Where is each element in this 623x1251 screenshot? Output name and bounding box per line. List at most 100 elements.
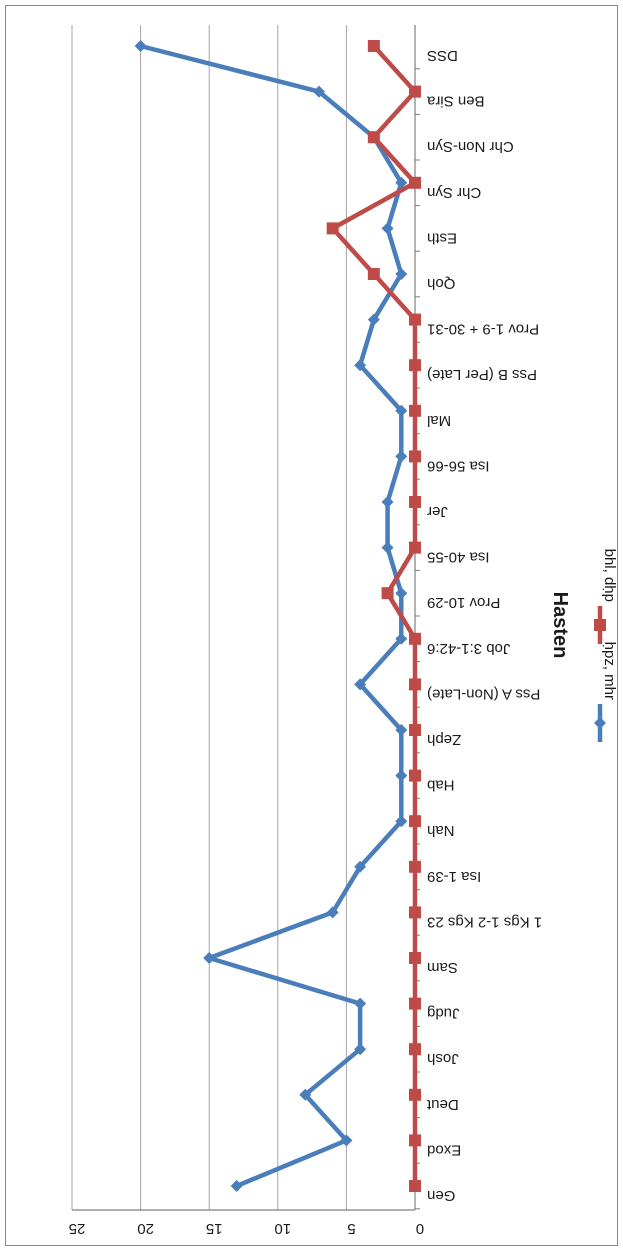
data-point	[409, 1180, 421, 1192]
data-point	[367, 131, 380, 144]
category-label: Zeph	[427, 731, 461, 748]
category-label: Exod	[427, 1141, 461, 1158]
data-point	[409, 359, 421, 372]
series-1	[134, 40, 408, 1192]
data-point	[395, 268, 408, 280]
data-point	[134, 40, 147, 52]
labels: 0 5 10 15 20 25 Gen Exod Deut Josh Judg Sam 1 Kgs 1-…	[69, 47, 542, 1237]
data-point	[395, 176, 408, 189]
y-tick-label: 5	[347, 1220, 355, 1237]
category-label: Gen	[427, 1187, 455, 1204]
category-label: Pss A (Non-Late)	[427, 685, 540, 702]
category-label: DSS	[427, 47, 458, 64]
y-tick-label: 0	[416, 1220, 424, 1237]
data-point	[381, 587, 394, 600]
category-label: 1 Kgs 1-2 Kgs 23	[427, 913, 542, 930]
data-point	[409, 997, 421, 1010]
data-point	[354, 860, 367, 873]
data-point	[381, 496, 394, 508]
chart-frame	[5, 5, 618, 1246]
data-point	[381, 222, 394, 235]
data-point	[230, 1180, 243, 1192]
category-label: Mal	[427, 412, 451, 429]
data-point	[594, 717, 606, 729]
category-label: Sam	[427, 959, 458, 976]
data-point	[354, 359, 367, 372]
data-point	[367, 40, 380, 52]
data-point	[409, 906, 421, 919]
data-point	[409, 541, 421, 554]
category-label: Deut	[426, 1096, 459, 1113]
legend-label: bhl, dḥp	[601, 549, 618, 602]
y-tick-label: 25	[69, 1220, 86, 1237]
data-point	[594, 619, 606, 631]
series-2	[326, 40, 421, 1192]
category-label: Josh	[427, 1050, 459, 1067]
data-point	[395, 404, 408, 417]
data-point	[409, 815, 421, 828]
data-point	[409, 450, 421, 463]
category-label: Jer	[427, 503, 448, 520]
data-point	[409, 313, 421, 326]
category-label: Pss B (Per Late)	[427, 366, 537, 383]
data-point	[409, 1134, 421, 1147]
data-point	[409, 860, 421, 873]
data-point	[409, 724, 421, 736]
data-point	[409, 176, 421, 189]
data-point	[354, 678, 367, 691]
legend-item-2: bhl, dḥp	[594, 549, 618, 644]
category-label: Isa 1-39	[427, 868, 481, 885]
category-label: Isa 56-66	[427, 457, 490, 474]
data-point	[409, 632, 421, 645]
category-label: Esth	[427, 229, 457, 246]
data-point	[395, 724, 408, 736]
data-point	[409, 952, 421, 964]
data-point	[395, 632, 408, 645]
data-point	[312, 85, 325, 98]
y-tick-label: 15	[206, 1220, 223, 1237]
data-point	[299, 1088, 312, 1101]
category-label: Qoh	[427, 275, 455, 292]
series-layer	[134, 40, 421, 1192]
data-point	[203, 952, 216, 964]
data-point	[409, 1043, 421, 1056]
y-tick-label: 10	[274, 1220, 291, 1237]
category-label: Hab	[427, 777, 455, 794]
gridlines	[71, 25, 347, 1210]
data-point	[367, 268, 380, 280]
data-point	[354, 1043, 367, 1056]
data-point	[409, 678, 421, 691]
data-point	[381, 541, 394, 554]
category-label: Job 3:1-42:6	[427, 640, 510, 657]
category-label: Judg	[427, 1005, 460, 1022]
data-point	[395, 587, 408, 600]
axes	[72, 25, 420, 1211]
category-label: Chr Non-Syn	[427, 138, 514, 155]
data-point	[395, 769, 408, 782]
data-point	[326, 222, 339, 235]
legend: ḥpz, mhr bhl, dḥp	[594, 549, 618, 742]
legend-item-1: ḥpz, mhr	[594, 642, 618, 742]
data-point	[367, 313, 380, 326]
series-line	[330, 43, 418, 1189]
legend-label: ḥpz, mhr	[601, 642, 618, 700]
chart-title: Hasten	[549, 592, 571, 659]
y-tick-label: 20	[137, 1220, 154, 1237]
data-point	[326, 906, 339, 919]
category-label: Prov 10-29	[427, 594, 500, 611]
data-point	[354, 997, 367, 1010]
data-point	[409, 769, 421, 782]
data-point	[409, 496, 421, 508]
data-point	[395, 815, 408, 828]
category-label: Ben Sira	[426, 93, 484, 110]
data-point	[409, 1088, 421, 1101]
data-point	[395, 450, 408, 463]
data-point	[409, 404, 421, 417]
data-point	[340, 1134, 353, 1147]
category-label: Isa 40-55	[427, 549, 490, 566]
category-label: Prov 1-9 + 30-31	[427, 321, 539, 338]
category-label: Nah	[427, 822, 455, 839]
category-label: Chr Syn	[427, 184, 481, 201]
series-line	[138, 43, 404, 1189]
